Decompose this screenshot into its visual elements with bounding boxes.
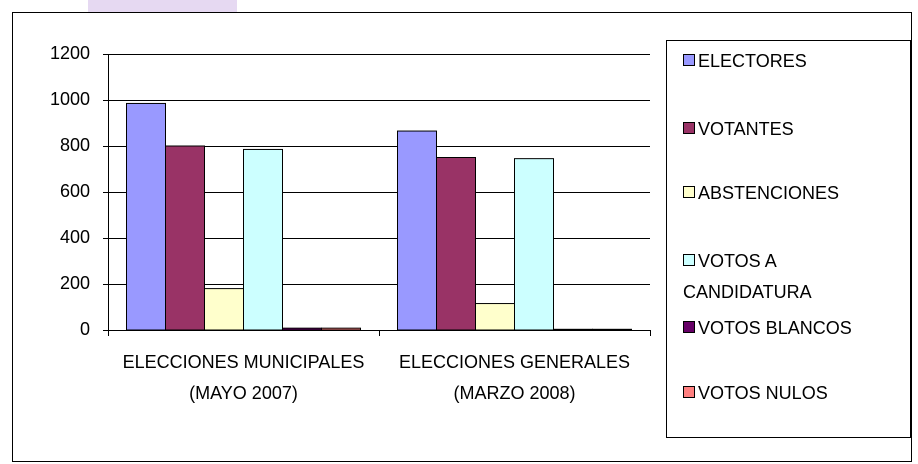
legend-label: ABSTENCIONES <box>698 183 840 203</box>
legend-label: VOTOS BLANCOS <box>698 318 852 338</box>
bar <box>436 157 476 331</box>
legend-entry: VOTOS BLANCOS <box>683 313 905 344</box>
legend-entry: VOTANTES <box>683 114 905 145</box>
y-tick-label: 1000 <box>50 89 90 109</box>
x-tick-label: ELECCIONES GENERALES (MARZO 2008) <box>398 352 631 403</box>
bar <box>514 158 554 331</box>
bar <box>126 102 166 331</box>
legend-entry: VOTOS NULOS <box>683 378 905 409</box>
legend-swatch <box>683 254 695 266</box>
bar <box>475 303 515 331</box>
y-tick-label: 0 <box>80 319 90 339</box>
legend-label: VOTOS NULOS <box>698 383 828 403</box>
legend-frame <box>666 40 911 438</box>
y-tick-label: 800 <box>60 135 90 155</box>
legend-entry: ELECTORES <box>683 46 905 77</box>
bar <box>321 327 361 331</box>
bar <box>243 148 283 331</box>
legend-label: ELECTORES <box>698 51 807 71</box>
bar <box>165 145 205 331</box>
bar <box>282 327 322 331</box>
legend-label: VOTOS A CANDIDATURA <box>683 251 812 302</box>
legend-entry: ABSTENCIONES <box>683 178 905 209</box>
legend-label: VOTANTES <box>698 119 794 139</box>
legend-swatch <box>683 186 695 198</box>
y-tick-label: 600 <box>60 181 90 201</box>
legend-swatch <box>683 321 695 333</box>
legend-swatch <box>683 122 695 134</box>
y-tick-label: 1200 <box>50 43 90 63</box>
y-tick-label: 200 <box>60 273 90 293</box>
decoration <box>88 0 237 12</box>
legend-entry: VOTOS A CANDIDATURA <box>683 246 905 308</box>
bar <box>592 328 632 331</box>
legend-swatch <box>683 54 695 66</box>
legend-swatch <box>683 386 695 398</box>
bar <box>204 288 244 331</box>
bar <box>397 130 437 331</box>
y-tick-label: 400 <box>60 227 90 247</box>
x-tick-label: ELECCIONES MUNICIPALES (MAYO 2007) <box>122 352 365 403</box>
bar <box>553 328 593 331</box>
